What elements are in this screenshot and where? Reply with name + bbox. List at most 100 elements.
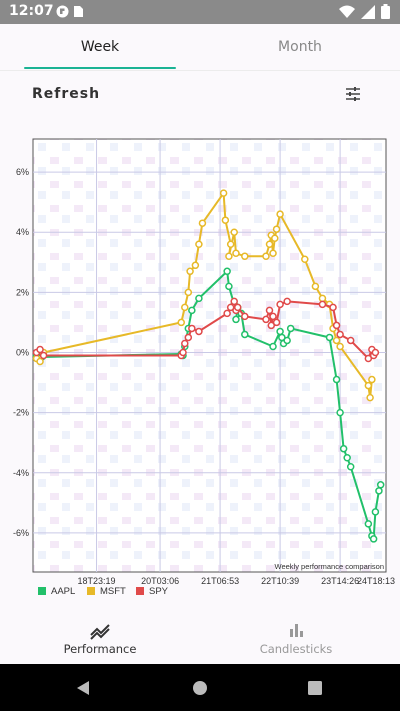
data-point: [375, 487, 383, 495]
status-time: 12:07: [9, 3, 54, 19]
sim-icon: [74, 6, 83, 17]
bottom-nav: Performance Candlesticks: [0, 612, 400, 664]
data-point: [262, 315, 270, 324]
legend-swatch: [38, 587, 46, 595]
nav-performance-label: Performance: [63, 642, 137, 656]
data-point: [325, 333, 334, 342]
legend-swatch: [136, 587, 144, 595]
data-point: [346, 463, 355, 471]
chart-series: [32, 189, 385, 543]
tab-month[interactable]: Month: [278, 39, 322, 55]
data-point: [191, 261, 200, 270]
data-point: [311, 282, 320, 291]
tab-bar: Week Month: [0, 24, 400, 72]
data-point: [332, 336, 341, 345]
data-point: [223, 267, 231, 276]
data-point: [184, 288, 193, 297]
y-tick-label: -2%: [13, 408, 29, 418]
data-point: [267, 321, 276, 330]
data-point: [332, 321, 341, 330]
data-point: [195, 294, 203, 303]
refresh-button[interactable]: Refresh: [32, 86, 101, 102]
data-point: [283, 297, 291, 306]
data-point: [184, 333, 193, 342]
data-point: [221, 216, 230, 224]
series-msft: [32, 189, 376, 402]
data-point: [272, 225, 281, 233]
wifi-icon: [339, 5, 355, 18]
chart-legend: AAPL MSFT SPY: [38, 586, 169, 597]
data-point: [225, 252, 233, 261]
data-point: [232, 315, 240, 324]
x-tick-label: 20T03:06: [141, 576, 179, 586]
status-icons-left: [56, 5, 84, 18]
signal-icon: [361, 4, 375, 19]
data-point: [336, 330, 344, 339]
data-point: [368, 375, 376, 384]
data-point: [181, 339, 189, 348]
performance-chart: 6% 4% 2% 0% -2% -4% -6% 18T23:19 20T03:06 21T06:…: [13, 138, 395, 597]
data-point: [371, 508, 380, 516]
status-icons-right: [339, 4, 390, 19]
data-point: [223, 309, 231, 318]
data-point: [225, 282, 233, 291]
nav-candlesticks-label: Candlesticks: [259, 642, 333, 656]
x-tick-label: 22T10:39: [261, 576, 299, 586]
x-axis-ticks: 18T23:19 20T03:06 21T06:53 22T10:39 23T14:26…: [78, 576, 395, 586]
data-point: [233, 303, 242, 312]
data-point: [241, 252, 249, 261]
data-point: [265, 240, 274, 248]
data-point: [232, 249, 240, 258]
y-tick-label: 6%: [16, 167, 29, 177]
tab-week[interactable]: Week: [80, 39, 120, 55]
battery-icon: [381, 4, 390, 19]
chart-container: 6% 4% 2% 0% -2% -4% -6% 18T23:19 20T03:06 21T06:…: [0, 130, 400, 600]
data-point: [188, 324, 196, 333]
data-point: [332, 375, 341, 384]
legend-swatch: [87, 587, 95, 595]
data-point: [364, 381, 373, 390]
recents-icon[interactable]: [308, 681, 322, 695]
x-tick-label: 24T18:13: [357, 576, 395, 586]
legend-label: AAPL: [51, 586, 75, 597]
data-point: [283, 336, 291, 345]
data-point: [286, 324, 295, 333]
data-point: [369, 535, 378, 543]
data-point: [276, 300, 284, 309]
home-icon[interactable]: [192, 680, 208, 696]
data-point: [346, 336, 355, 345]
bar-chart-icon: [290, 624, 303, 637]
data-point: [364, 520, 373, 528]
data-point: [269, 249, 277, 258]
y-axis-ticks: 6% 4% 2% 0% -2% -4% -6%: [13, 167, 29, 538]
data-point: [241, 330, 249, 339]
data-point: [177, 318, 186, 327]
notification-icon: [56, 5, 69, 18]
data-point: [262, 252, 270, 261]
nav-candlesticks[interactable]: Candlesticks: [196, 612, 396, 664]
data-point: [36, 345, 44, 354]
data-point: [241, 312, 249, 321]
data-point: [272, 318, 281, 327]
tab-indicator: [24, 67, 176, 69]
nav-performance[interactable]: Performance: [0, 612, 200, 664]
tune-icon[interactable]: [345, 86, 361, 102]
data-point: [318, 294, 327, 303]
x-tick-label: 21T06:53: [201, 576, 239, 586]
data-point: [364, 354, 373, 363]
data-point: [226, 303, 235, 312]
x-tick-label: 18T23:19: [78, 576, 116, 586]
data-point: [39, 351, 48, 360]
y-tick-label: -6%: [13, 528, 29, 538]
system-nav-bar: [0, 664, 400, 711]
data-point: [230, 297, 238, 306]
data-point: [329, 303, 337, 312]
data-point: [343, 453, 351, 462]
y-tick-label: 2%: [16, 287, 29, 297]
legend-label: SPY: [149, 586, 169, 597]
data-point: [276, 210, 284, 218]
data-point: [219, 189, 228, 197]
data-point: [186, 267, 194, 276]
data-point: [376, 481, 385, 489]
back-icon[interactable]: [75, 680, 91, 696]
